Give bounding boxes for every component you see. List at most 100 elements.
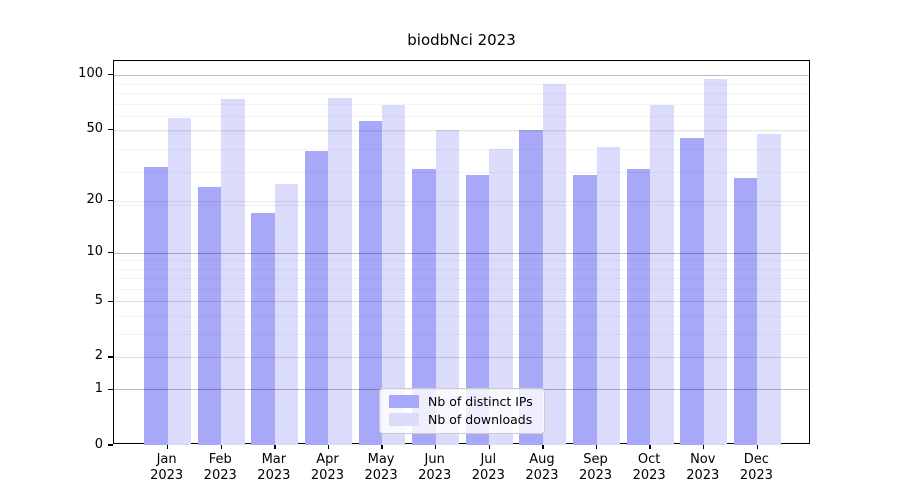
plot-area [108,60,810,449]
x-tick-label-jun: Jun 2023 [395,452,475,484]
bar-downloads-jul [489,149,513,445]
y-tick-5 [108,300,113,302]
gridline-minor-2 [114,356,809,358]
gridline-2 [114,356,809,358]
x-tick-year-oct: 2023 [632,468,666,483]
y-tick-2 [108,356,113,358]
gridline-minor-3 [114,333,809,335]
x-tick-year-may: 2023 [364,468,398,483]
y-tick-label-0: 0 [94,436,103,452]
y-tick-label-20: 20 [86,192,103,208]
bar-downloads-oct [650,105,674,445]
bar-downloads-dec [757,134,781,445]
x-tick-label-aug: Aug 2023 [502,452,582,484]
legend-item-distinct-ips: Nb of distinct IPs [389,395,533,408]
x-tick-year-dec: 2023 [739,468,773,483]
chart-title: biodbNci 2023 [407,31,516,49]
gridline-minor-29 [114,172,809,174]
legend-swatch-distinct-ips [389,395,419,408]
bar-distinct-ips-may [358,120,383,445]
x-tick-label-apr: Apr 2023 [287,452,367,484]
bar-downloads-apr [328,97,352,445]
x-tick-year-sep: 2023 [578,468,613,483]
y-tick-label-50: 50 [86,121,103,137]
bar-downloads-aug [542,83,567,445]
gridline-5 [114,301,809,303]
gridline-minor-8 [114,268,809,270]
y-tick-label-10: 10 [86,244,103,260]
y-tick-10 [108,251,113,254]
x-tick-may [381,445,383,449]
x-tick-label-jul: Jul 2023 [448,452,528,484]
legend-label-downloads: Nb of downloads [428,412,533,427]
x-tick-year-jun: 2023 [418,468,452,483]
gridline-minor-4 [114,315,809,317]
x-tick-jul [488,445,490,449]
x-tick-year-nov: 2023 [686,468,720,483]
gridline-20 [114,200,809,202]
y-tick-label-100: 100 [78,66,103,82]
gridline-minor-79 [114,93,809,95]
x-tick-year-mar: 2023 [257,468,291,483]
x-tick-aug [542,445,544,449]
x-tick-label-jan: Jan 2023 [127,452,207,484]
bar-distinct-ips-feb [197,186,222,445]
bar-distinct-ips-jul [465,174,490,445]
bar-downloads-jan [167,117,192,445]
bar-distinct-ips-mar [251,213,275,445]
bar-distinct-ips-sep [573,174,597,445]
bar-distinct-ips-nov [680,137,704,445]
x-tick-nov [703,445,705,449]
x-tick-label-feb: Feb 2023 [180,452,260,484]
x-tick-feb [220,445,222,449]
bar-distinct-ips-jun [412,169,436,445]
bar-downloads-sep [596,147,620,445]
bar-downloads-feb [221,98,245,445]
x-tick-oct [649,445,651,449]
bar-downloads-nov [703,78,728,445]
gridline-major-10 [114,252,809,254]
gridline-minor-9 [114,260,809,262]
bar-distinct-ips-oct [626,169,651,445]
legend-item-downloads: Nb of downloads [389,413,533,426]
bar-distinct-ips-jan [144,166,168,445]
gridline-minor-19 [114,204,809,206]
gridline-minor-59 [114,116,809,118]
bar-distinct-ips-aug [519,129,543,445]
x-tick-jun [434,445,437,449]
x-tick-label-mar: Mar 2023 [234,452,314,484]
bar-distinct-ips-apr [305,151,329,445]
gridline-minor-39 [114,149,809,151]
x-tick-label-oct: Oct 2023 [609,452,689,484]
bar-distinct-ips-dec [733,177,758,445]
x-tick-label-dec: Dec 2023 [716,452,796,484]
legend: Nb of distinct IPs Nb of downloads [379,388,545,434]
gridline-minor-69 [114,104,809,106]
gridline-minor-7 [114,278,809,280]
gridline-minor-5 [114,301,809,303]
gridline-minor-49 [114,131,809,133]
x-tick-year-aug: 2023 [525,468,559,483]
gridline-50 [114,129,809,131]
legend-swatch-downloads [389,413,419,426]
x-tick-year-jul: 2023 [471,468,505,483]
legend-label-distinct-ips: Nb of distinct IPs [428,394,533,409]
y-tick-label-5: 5 [94,292,103,308]
y-tick-50 [108,128,113,131]
x-tick-sep [595,445,598,449]
y-tick-100 [108,74,113,76]
y-tick-1 [108,388,113,391]
gridline-minor-89 [114,83,809,85]
bar-downloads-mar [274,183,299,445]
bar-downloads-jun [435,129,460,445]
y-tick-label-2: 2 [94,348,103,364]
x-tick-label-may: May 2023 [341,452,421,484]
x-tick-label-nov: Nov 2023 [663,452,743,484]
x-tick-dec [756,445,759,449]
x-tick-year-apr: 2023 [310,468,344,483]
y-tick-0 [108,444,113,446]
gridline-major-100 [114,74,809,76]
y-tick-20 [108,200,113,202]
x-tick-label-sep: Sep 2023 [556,452,636,484]
